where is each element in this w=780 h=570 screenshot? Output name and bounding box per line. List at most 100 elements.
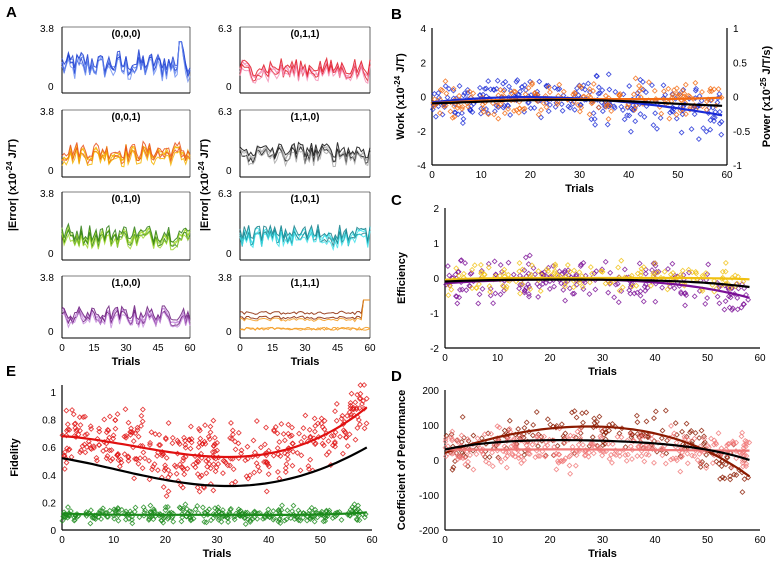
scatter-point — [219, 513, 226, 520]
scatter-point — [504, 453, 511, 460]
scatter-point — [654, 269, 661, 276]
scatter-point — [716, 300, 723, 307]
scatter-point — [220, 470, 226, 477]
scatter-point — [702, 300, 709, 307]
scatter-point — [192, 464, 199, 471]
scatter-point — [727, 294, 734, 301]
error-series-line — [61, 41, 191, 79]
scatter-point — [467, 452, 473, 459]
y-tick-label: 0.8 — [42, 416, 56, 427]
scatter-point — [180, 455, 187, 461]
scatter-point — [321, 426, 328, 433]
scatter-point — [678, 274, 685, 281]
panel-letter-e: E — [6, 363, 16, 380]
scatter-point — [727, 473, 734, 480]
scatter-point — [624, 437, 631, 444]
scatter-point — [356, 517, 363, 524]
y-tick-label: 0.2 — [42, 498, 56, 509]
scatter-point — [346, 431, 353, 438]
scatter-point — [664, 286, 671, 293]
scatter-point — [626, 112, 633, 119]
subplot-ymax-label: 6.3 — [218, 189, 232, 200]
error-subplot: (0,1,0) 3.8 0 — [40, 189, 191, 261]
scatter-point — [525, 291, 532, 298]
scatter-point — [325, 438, 332, 445]
scatter-point — [289, 440, 296, 447]
scatter-point — [454, 437, 461, 443]
scatter-point — [87, 520, 94, 527]
scatter-point — [180, 464, 186, 471]
scatter-point — [723, 280, 729, 287]
scatter-point — [739, 457, 746, 464]
scatter-point — [662, 460, 669, 467]
scatter-point — [529, 262, 535, 269]
scatter-point — [696, 435, 703, 441]
scatter-point — [188, 439, 195, 446]
error-series-line — [239, 326, 371, 331]
scatter-point — [196, 425, 202, 432]
scatter-point — [294, 449, 301, 456]
scatter-point — [506, 83, 512, 90]
scatter-point — [86, 441, 93, 448]
error-series-line — [61, 308, 191, 328]
scatter-point — [522, 287, 528, 294]
scatter-point — [719, 268, 726, 275]
scatter-point — [444, 94, 451, 101]
scatter-point — [350, 406, 357, 413]
scatter-point — [332, 513, 338, 520]
x-tick-label: 0 — [442, 353, 448, 364]
scatter-point — [651, 260, 658, 267]
scatter-point — [485, 460, 492, 467]
scatter-point — [634, 270, 641, 277]
scatter-point — [603, 100, 610, 106]
x-tick-label: 40 — [623, 170, 635, 181]
scatter-point — [740, 463, 746, 470]
scatter-point — [82, 413, 88, 420]
scatter-point — [585, 453, 592, 460]
y-tick-label: 0.6 — [42, 443, 56, 454]
scatter-point — [544, 416, 551, 423]
scatter-point — [266, 513, 273, 520]
scatter-point — [598, 426, 605, 433]
scatter-point — [700, 440, 707, 447]
scatter-point — [636, 82, 642, 89]
scatter-point — [134, 424, 141, 431]
scatter-point — [210, 417, 217, 424]
y-tick-label: 2 — [433, 204, 439, 215]
scatter-point — [607, 279, 614, 286]
error-series-line — [61, 140, 191, 161]
scatter-point — [182, 444, 189, 451]
scatter-point — [453, 265, 460, 272]
scatter-point — [561, 439, 568, 446]
scatter-point — [596, 90, 603, 97]
scatter-point — [135, 433, 142, 440]
scatter-point — [551, 283, 558, 290]
scatter-point — [320, 518, 327, 525]
scatter-point — [534, 281, 541, 287]
scatter-point — [352, 436, 359, 443]
right-y-tick-label: 0.5 — [733, 58, 747, 69]
right-y-tick-label: 0 — [733, 93, 739, 104]
scatter-point — [214, 447, 221, 454]
scatter-point — [135, 460, 142, 467]
scatter-point — [65, 426, 71, 433]
scatter-point — [123, 511, 130, 518]
scatter-point — [663, 450, 670, 457]
scatter-point — [151, 461, 158, 468]
scatter-point — [590, 88, 597, 94]
scatter-point — [535, 111, 542, 118]
scatter-point — [300, 425, 307, 432]
scatter-point — [461, 90, 468, 97]
scatter-point — [495, 115, 502, 122]
scatter-point — [156, 442, 162, 448]
scatter-point — [477, 261, 484, 268]
scatter-point — [125, 453, 132, 460]
scatter-point — [513, 78, 520, 85]
scatter-point — [586, 86, 593, 93]
scatter-point — [106, 507, 113, 514]
scatter-point — [592, 286, 599, 293]
scatter-point — [264, 449, 270, 456]
scatter-point — [739, 489, 746, 496]
scatter-point — [332, 429, 339, 436]
scatter-point — [555, 451, 562, 458]
